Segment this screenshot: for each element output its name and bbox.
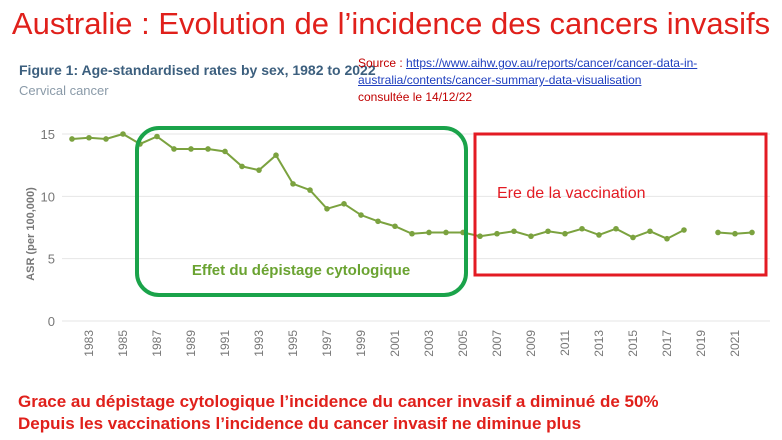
data-point[interactable] xyxy=(528,233,534,240)
x-tick-label: 2021 xyxy=(728,330,742,357)
x-tick-label: 2015 xyxy=(626,330,640,357)
x-tick-label: 1999 xyxy=(354,330,368,357)
data-point[interactable] xyxy=(188,146,194,152)
data-point[interactable] xyxy=(120,131,126,137)
vaccination-annotation-label: Ere de la vaccination xyxy=(497,185,646,202)
data-point[interactable] xyxy=(596,232,602,238)
x-tick-label: 2001 xyxy=(388,330,402,357)
x-tick-labels: 1983 1985 1987 1989 1991 1993 1995 1997 1999 2001… xyxy=(82,330,742,357)
data-point[interactable] xyxy=(732,230,738,237)
conclusion-vaccination: Depuis les vaccinations l’incidence du c… xyxy=(18,414,582,433)
conclusion-screening: Grace au dépistage cytologique l’inciden… xyxy=(18,392,659,411)
data-point[interactable] xyxy=(426,229,432,236)
x-tick-label: 2013 xyxy=(592,330,606,357)
x-tick-label: 2019 xyxy=(694,330,708,357)
x-tick-label: 1991 xyxy=(218,330,232,357)
data-point[interactable] xyxy=(409,230,415,237)
data-point[interactable] xyxy=(562,230,568,237)
x-tick-label: 2011 xyxy=(558,330,572,356)
data-point[interactable] xyxy=(664,235,670,242)
data-point[interactable] xyxy=(613,225,619,232)
x-tick-label: 2007 xyxy=(490,330,504,357)
x-tick-label: 1983 xyxy=(82,330,96,357)
x-tick-label: 1989 xyxy=(184,330,198,357)
x-tick-label: 2017 xyxy=(660,330,674,357)
slide-title: Australie : Evolution de l’incidence des… xyxy=(11,6,771,41)
x-tick-label: 2005 xyxy=(456,330,470,357)
data-point[interactable] xyxy=(477,233,483,240)
data-point[interactable] xyxy=(358,212,364,218)
data-point[interactable] xyxy=(205,146,211,152)
data-point[interactable] xyxy=(579,225,585,232)
data-point[interactable] xyxy=(647,228,653,235)
data-point[interactable] xyxy=(511,228,517,235)
data-point[interactable] xyxy=(494,230,500,237)
data-point[interactable] xyxy=(171,146,177,152)
y-tick-label: 0 xyxy=(48,314,55,329)
figure-subtitle: Cervical cancer xyxy=(19,83,109,98)
y-tick-labels: 0 5 10 15 xyxy=(41,127,55,329)
data-point[interactable] xyxy=(69,136,75,142)
data-point[interactable] xyxy=(290,181,296,187)
y-axis-label: ASR (per 100,000) xyxy=(25,187,37,281)
data-point[interactable] xyxy=(715,229,721,236)
x-tick-label: 1995 xyxy=(286,330,300,357)
x-tick-label: 1987 xyxy=(150,330,164,357)
screening-annotation-label: Effet du dépistage cytologique xyxy=(192,262,410,279)
screening-annotation-box xyxy=(135,126,468,297)
data-point[interactable] xyxy=(545,228,551,235)
data-point[interactable] xyxy=(222,148,228,155)
data-point[interactable] xyxy=(103,136,109,142)
source-prefix: Source : xyxy=(358,56,407,70)
data-point[interactable] xyxy=(273,152,279,158)
data-point[interactable] xyxy=(307,187,313,193)
y-tick-label: 15 xyxy=(41,127,55,142)
vaccination-annotation-box xyxy=(473,132,768,277)
data-point[interactable] xyxy=(392,223,398,230)
x-tick-label: 2009 xyxy=(524,330,538,357)
data-point[interactable] xyxy=(324,206,330,212)
grid-layer xyxy=(62,133,770,322)
data-point[interactable] xyxy=(630,234,636,241)
data-point[interactable] xyxy=(375,218,381,225)
x-tick-label: 1985 xyxy=(116,330,130,357)
x-tick-label: 1993 xyxy=(252,330,266,357)
data-point[interactable] xyxy=(86,134,92,141)
y-tick-label: 5 xyxy=(48,252,55,267)
source-note: Source : https://www.aihw.gov.au/reports… xyxy=(358,55,778,106)
data-point[interactable] xyxy=(239,163,245,170)
data-point[interactable] xyxy=(443,229,449,236)
source-consulted-date: consultée le 14/12/22 xyxy=(358,90,473,104)
data-point[interactable] xyxy=(681,227,687,233)
source-link[interactable]: https://www.aihw.gov.au/reports/cancer/c… xyxy=(358,56,698,87)
figure-title: Figure 1: Age-standardised rates by sex,… xyxy=(19,62,376,78)
series-layer xyxy=(69,131,755,242)
y-tick-label: 10 xyxy=(41,189,55,204)
x-tick-label: 2003 xyxy=(422,330,436,357)
data-point[interactable] xyxy=(154,133,160,140)
data-point[interactable] xyxy=(749,229,755,236)
data-point[interactable] xyxy=(256,167,262,173)
data-point[interactable] xyxy=(341,201,347,207)
x-tick-label: 1997 xyxy=(320,330,334,357)
